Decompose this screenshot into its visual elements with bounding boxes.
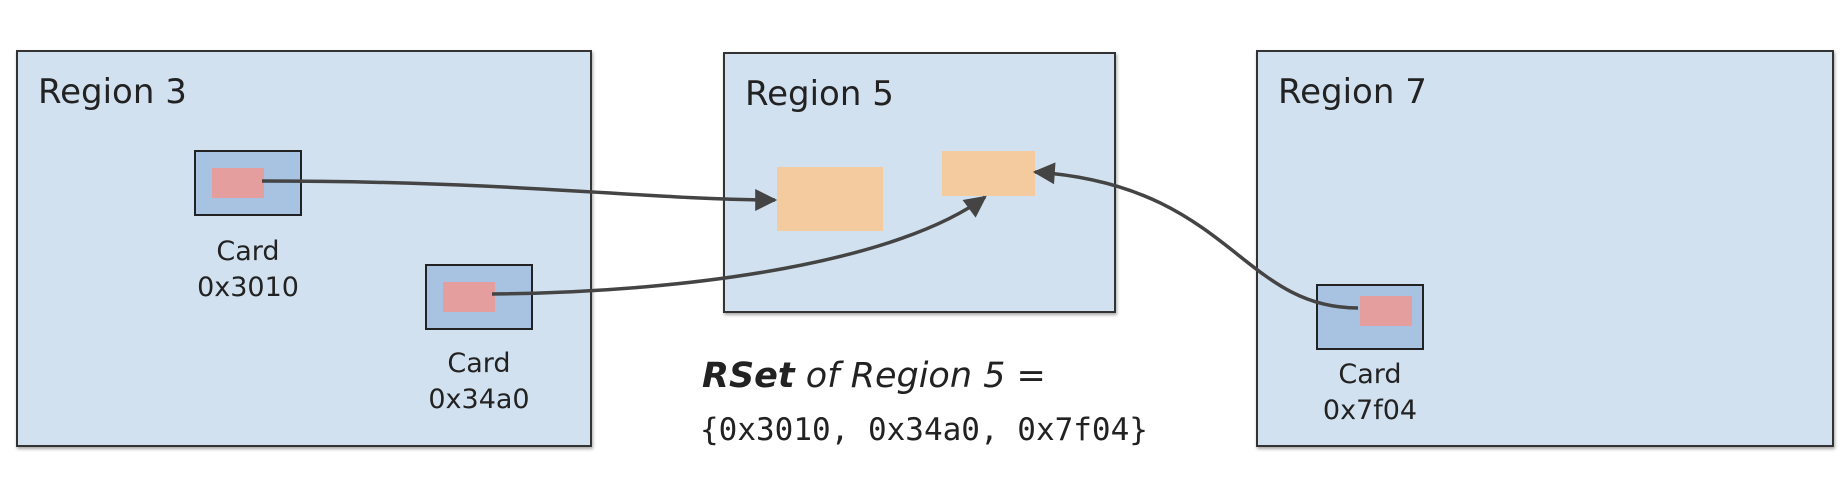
rset-caption: RSet of Region 5 =: [702, 356, 1046, 396]
region-3-title: Region 3: [38, 72, 187, 112]
rset-caption-rest: of Region 5 =: [794, 356, 1046, 396]
card-0x3010-dirty-mark: [212, 168, 264, 198]
region-5-object-left: [777, 167, 883, 231]
rset-values: {0x3010, 0x34a0, 0x7f04}: [700, 412, 1148, 448]
card-0x3010-word: Card: [216, 236, 280, 267]
card-0x34a0: [425, 264, 533, 330]
card-0x7f04-word: Card: [1338, 359, 1402, 390]
card-0x3010-address: 0x3010: [197, 272, 299, 303]
card-0x3010: [194, 150, 302, 216]
card-0x7f04-dirty-mark: [1360, 296, 1412, 326]
card-0x7f04: [1316, 284, 1424, 350]
region-7-title: Region 7: [1278, 72, 1427, 112]
card-0x7f04-label: Card 0x7f04: [1270, 357, 1470, 429]
card-0x34a0-address: 0x34a0: [428, 384, 530, 415]
region-5-object-right: [942, 151, 1035, 196]
card-0x34a0-word: Card: [447, 348, 511, 379]
region-5-title: Region 5: [745, 74, 894, 114]
rset-bold-term: RSet: [702, 356, 795, 396]
card-0x7f04-address: 0x7f04: [1322, 395, 1418, 426]
card-0x3010-label: Card 0x3010: [148, 234, 348, 306]
card-0x34a0-dirty-mark: [443, 282, 495, 312]
card-0x34a0-label: Card 0x34a0: [379, 346, 579, 418]
